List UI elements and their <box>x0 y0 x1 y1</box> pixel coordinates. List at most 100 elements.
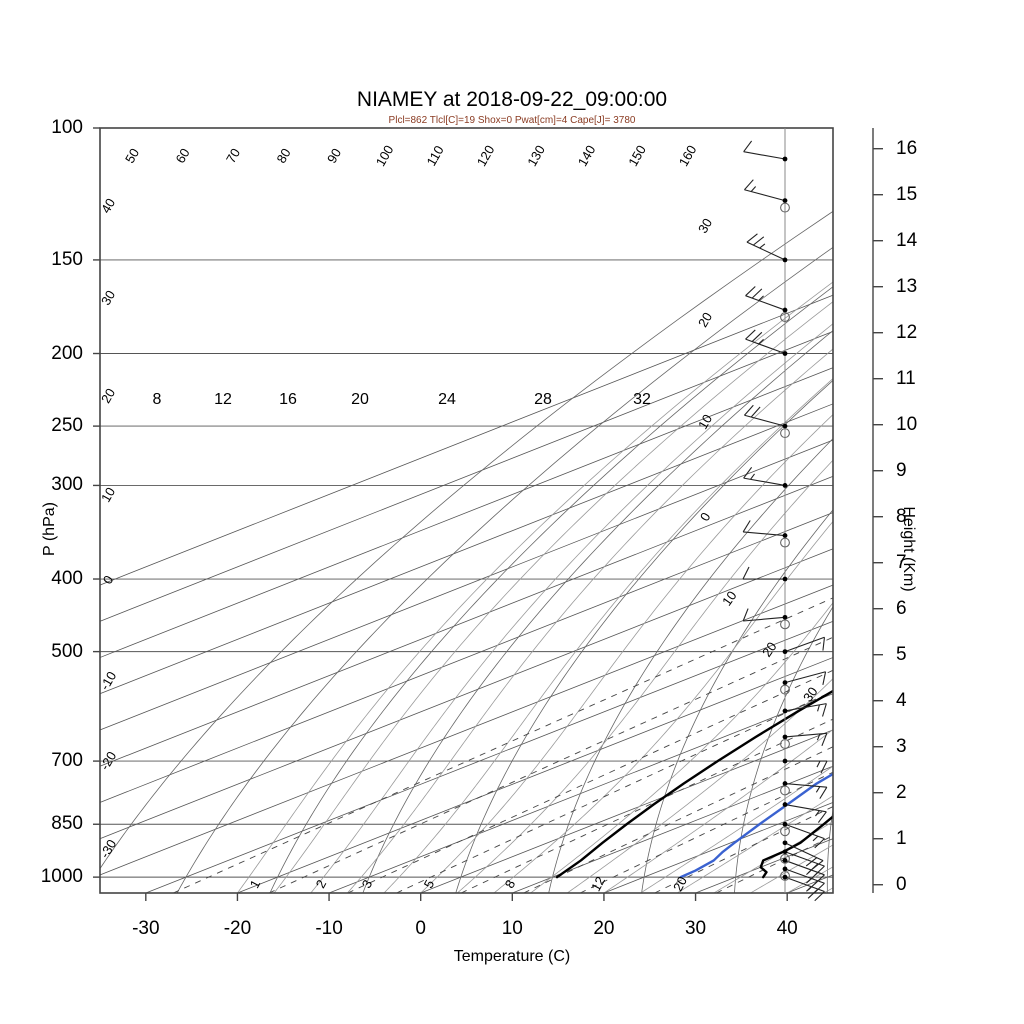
moist-adiabat-line <box>530 602 833 893</box>
wind-level-marker <box>782 156 788 162</box>
wind-level-marker <box>782 821 788 827</box>
wind-level-marker <box>782 849 788 855</box>
pressure-tick-label: 100 <box>51 117 83 138</box>
wind-level-marker <box>782 576 788 582</box>
mixing-ratio-line <box>268 636 833 893</box>
wind-level-ring <box>780 853 790 864</box>
height-tick-label: 5 <box>896 643 907 665</box>
dry-adiabat-label-top: 50 <box>122 146 142 166</box>
dry-adiabat-line <box>641 509 833 893</box>
mixing-ratio-label-upper: 16 <box>279 391 297 408</box>
height-tick-label: 6 <box>896 597 907 619</box>
wind-level-ring <box>780 537 790 548</box>
dry-adiabat-label-top: 110 <box>423 143 446 168</box>
mixing-ratio-line <box>523 746 833 893</box>
moist-adiabat-line <box>493 520 833 893</box>
pressure-tick-label: 850 <box>51 813 83 835</box>
pressure-tick-label: 1000 <box>40 866 83 888</box>
height-tick-label: 2 <box>896 781 907 803</box>
wind-barb <box>784 803 827 823</box>
dry-adiabat-label-top: 90 <box>324 146 344 166</box>
wind-level-marker <box>782 866 788 872</box>
mixing-ratio-label-bottom: 20 <box>670 874 690 894</box>
moist-adiabat-line <box>823 887 833 893</box>
isotherm-line <box>970 128 1024 893</box>
isotherm-line <box>100 584 833 876</box>
x-axis-label: Temperature (C) <box>453 948 571 965</box>
dry-adiabat-label-top: 70 <box>223 146 243 166</box>
height-tick-label: 13 <box>896 275 918 297</box>
dry-adiabat-line <box>362 330 833 893</box>
isotherm-line <box>100 475 833 767</box>
isotherm-line <box>100 548 833 840</box>
height-tick-label: 15 <box>896 183 918 205</box>
wind-barb <box>784 842 824 870</box>
mixing-ratio-label-upper: 24 <box>438 391 456 408</box>
isotherm-line <box>100 330 833 622</box>
height-tick-label: 16 <box>896 137 918 159</box>
wind-barb <box>744 179 786 202</box>
pressure-tick-label: 300 <box>51 474 83 496</box>
wind-level-marker <box>782 840 788 846</box>
height-tick-label: 1 <box>896 827 907 849</box>
wind-level-marker <box>782 649 788 655</box>
wind-level-marker <box>782 781 788 786</box>
wind-level-marker <box>782 483 788 488</box>
moist-adiabat-line <box>420 413 833 893</box>
dry-adiabat-line <box>269 286 833 893</box>
isotherm-line <box>100 512 833 803</box>
wind-level-ring <box>780 619 790 630</box>
dry-adiabat-label-left: 0 <box>100 573 117 587</box>
isotherm-line <box>145 620 833 893</box>
dry-adiabat-label-left: 30 <box>98 288 118 308</box>
wind-level-marker <box>782 423 788 429</box>
wind-barb <box>784 671 827 686</box>
dry-adiabat-label-left: 20 <box>98 386 118 406</box>
wind-level-marker <box>782 758 788 764</box>
mixing-ratio-line <box>173 597 833 893</box>
isotherm-line <box>879 128 1024 893</box>
moist-adiabat-label: 30 <box>695 216 715 236</box>
dry-adiabat-line <box>548 437 833 893</box>
wind-level-ring <box>780 785 790 796</box>
height-tick-label: 11 <box>896 367 916 389</box>
isotherm-line <box>237 657 833 893</box>
isotherm-label: 20 <box>759 639 780 659</box>
height-tick-label: 9 <box>896 459 907 481</box>
moist-adiabat-line <box>237 281 833 893</box>
isotherm-line <box>420 729 833 893</box>
temperature-tick-label: 30 <box>684 918 707 939</box>
temperature-tick-label: 20 <box>593 918 615 939</box>
temperature-tick-label: 40 <box>776 918 798 939</box>
pressure-tick-label: 200 <box>51 342 83 364</box>
height-tick-label: 8 <box>896 505 907 527</box>
mixing-ratio-label-upper: 8 <box>153 391 162 408</box>
height-tick-label: 10 <box>896 413 918 435</box>
moist-adiabat-line <box>603 728 833 893</box>
wind-level-marker <box>782 351 788 356</box>
dry-adiabat-line <box>455 379 833 893</box>
moist-adiabat-label: 20 <box>695 310 715 330</box>
isotherm-line <box>100 367 833 658</box>
isotherm-line <box>695 838 833 893</box>
wind-barb <box>784 782 828 799</box>
moist-adiabat-line <box>786 866 833 893</box>
mixing-ratio-label-upper: 28 <box>534 391 552 408</box>
mixing-ratio-label-bottom: 2 <box>313 877 330 890</box>
wind-level-marker <box>782 680 788 686</box>
mixing-ratio-line <box>347 669 833 893</box>
wind-level-marker <box>782 874 788 880</box>
mixing-ratio-label-upper: 32 <box>633 391 651 408</box>
wind-level-ring <box>780 870 790 881</box>
isotherm-line <box>100 439 833 731</box>
dry-adiabat-line <box>100 210 833 870</box>
isotherm-label: 30 <box>800 684 821 704</box>
wind-barb <box>743 467 786 486</box>
dry-adiabat-line <box>918 128 1024 893</box>
wind-level-marker <box>782 198 788 203</box>
pressure-tick-label: 400 <box>51 568 83 590</box>
wind-level-marker <box>782 614 788 620</box>
pressure-tick-label: 250 <box>51 415 83 437</box>
mixing-ratio-line <box>396 690 833 893</box>
